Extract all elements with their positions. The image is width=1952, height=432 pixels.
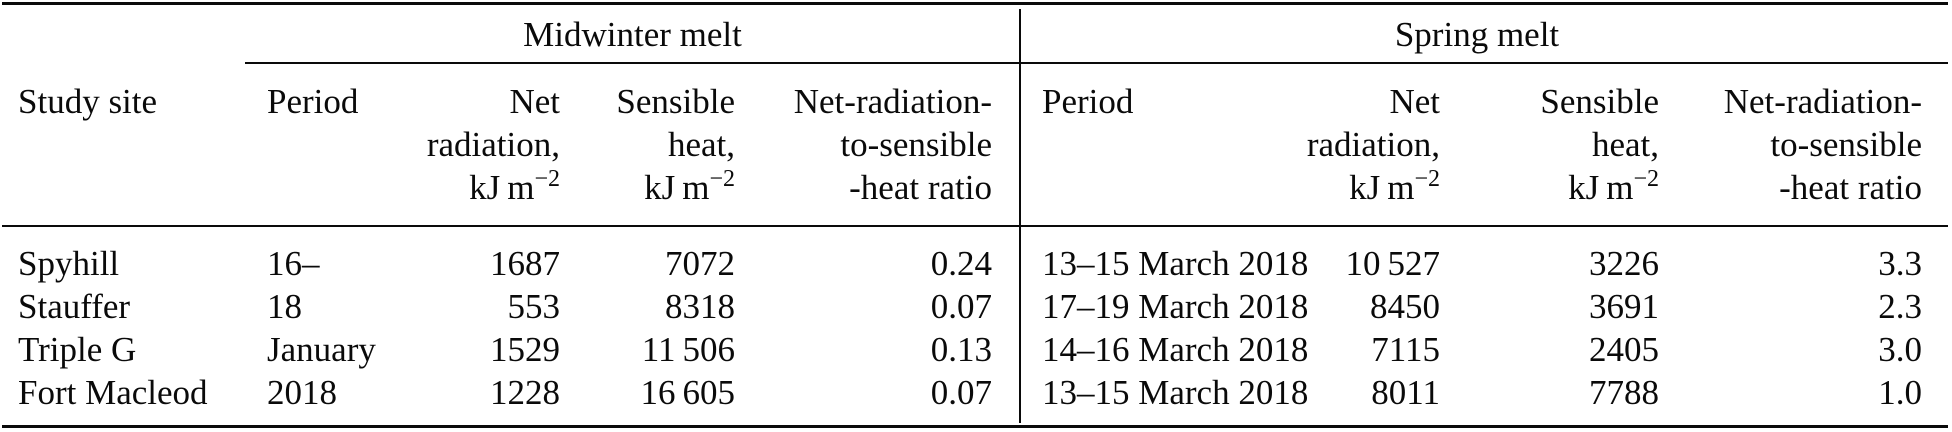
unit-kj-per-m2: kJ m−2 [469,166,560,207]
cell-spring-period: 13–15 March 2018 [1042,373,1309,412]
cell-spring-sensible-heat: 7788 [1589,373,1659,412]
table-body: Spyhill 16– 1687 7072 0.24 13–15 March 2… [12,225,1934,414]
column-header-study-site: Study site [18,82,158,121]
cell-site: Fort Macleod [18,373,208,412]
unit-kj-per-m2: kJ m−2 [1349,166,1440,207]
cell-midwinter-ratio: 0.13 [930,330,992,369]
cell-midwinter-period: 16– [267,244,320,283]
unit-kj-per-m2: kJ m−2 [644,166,735,207]
column-header-ratio-midwinter: Net-radiation- to-sensible -heat ratio [793,82,992,207]
table-top-rule [2,2,1948,5]
column-header-period-midwinter: Period [267,82,359,121]
cell-midwinter-sensible-heat: 7072 [665,244,735,283]
cell-spring-ratio: 2.3 [1878,287,1922,326]
cell-midwinter-net-radiation: 553 [507,287,561,326]
column-header-net-radiation-spring: Net radiation, kJ m−2 [1272,80,1440,209]
cell-spring-period: 14–16 March 2018 [1042,330,1309,369]
cell-midwinter-sensible-heat: 8318 [665,287,735,326]
cell-spring-ratio: 3.0 [1878,330,1922,369]
column-header-sensible-heat-spring: Sensible heat, kJ m−2 [1440,80,1659,209]
group-title-spring-melt: Spring melt [1394,15,1560,54]
section-divider-rule [1019,9,1021,423]
column-header-net-radiation-midwinter: Net radiation, kJ m−2 [355,80,560,209]
cell-midwinter-period: January [267,330,376,369]
cell-spring-sensible-heat: 3226 [1589,244,1659,283]
cell-midwinter-ratio: 0.07 [930,373,992,412]
cell-midwinter-net-radiation: 1529 [490,330,560,369]
group-header-rule [245,62,1948,64]
cell-spring-net-radiation: 10 527 [1345,244,1440,283]
cell-site: Triple G [18,330,137,369]
cell-spring-ratio: 3.3 [1878,244,1922,283]
unit-kj-per-m2: kJ m−2 [1568,166,1659,207]
column-header-ratio-spring: Net-radiation- to-sensible -heat ratio [1723,82,1922,207]
header-body-rule [2,225,1948,227]
cell-midwinter-period: 2018 [267,373,337,412]
column-header-sensible-heat-midwinter: Sensible heat, kJ m−2 [560,80,735,209]
cell-spring-sensible-heat: 3691 [1589,287,1659,326]
cell-spring-net-radiation: 7115 [1371,330,1440,369]
cell-spring-ratio: 1.0 [1878,373,1922,412]
table-header-row: Study site Period Net radiation, kJ m−2 … [12,70,1934,209]
cell-midwinter-ratio: 0.24 [930,244,992,283]
cell-midwinter-period: 18 [267,287,302,326]
cell-spring-period: 13–15 March 2018 [1042,244,1309,283]
table-bottom-rule [2,425,1948,428]
cell-spring-sensible-heat: 2405 [1589,330,1659,369]
cell-midwinter-net-radiation: 1228 [490,373,560,412]
cell-site: Stauffer [18,287,131,326]
cell-spring-net-radiation: 8011 [1371,373,1440,412]
cell-midwinter-ratio: 0.07 [930,287,992,326]
cell-spring-net-radiation: 8450 [1370,287,1440,326]
column-header-period-spring: Period [1042,82,1134,121]
cell-midwinter-sensible-heat: 11 506 [641,330,735,369]
cell-midwinter-net-radiation: 1687 [490,244,560,283]
cell-site: Spyhill [18,244,120,283]
cell-spring-period: 17–19 March 2018 [1042,287,1309,326]
group-title-midwinter-melt: Midwinter melt [523,15,742,54]
cell-midwinter-sensible-heat: 16 605 [640,373,735,412]
